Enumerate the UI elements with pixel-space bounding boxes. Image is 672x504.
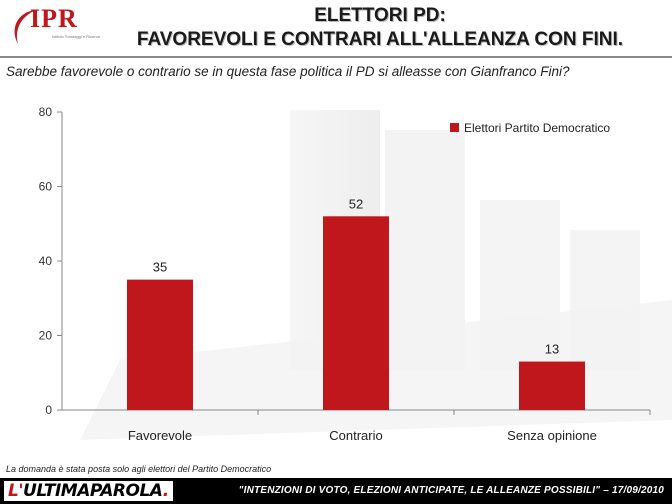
- brand-main: ULTIMAPAROLA: [23, 481, 163, 501]
- footer-caption: "INTENZIONI DI VOTO, ELEZIONI ANTICIPATE…: [238, 485, 664, 496]
- logo-subtext: Istituto Sondaggi e Ricerca: [52, 34, 100, 39]
- x-tick-label: Favorevole: [128, 428, 192, 443]
- legend-swatch: [450, 123, 459, 132]
- title-line-1: ELETTORI PD:: [314, 5, 446, 26]
- footnote: La domanda è stata posta solo agli elett…: [6, 464, 272, 474]
- y-tick-label: 40: [39, 254, 53, 268]
- x-tick-label: Senza opinione: [507, 428, 597, 443]
- brand-prefix: L': [8, 481, 24, 501]
- logo: [6, 4, 92, 50]
- data-label: 35: [153, 260, 167, 275]
- brand-suffix: .: [162, 481, 169, 501]
- data-label: 52: [349, 196, 363, 211]
- brand-logo: L'ULTIMAPAROLA.: [4, 481, 173, 501]
- logo-swoosh-icon: [14, 10, 36, 44]
- x-tick-label: Contrario: [329, 428, 382, 443]
- title-line-2: FAVOREVOLI E CONTRARI ALL'ALLEANZA CON F…: [136, 29, 624, 50]
- logo-text: IPR: [30, 4, 78, 33]
- title-divider: [0, 56, 672, 58]
- data-label: 13: [545, 342, 559, 357]
- y-tick-label: 60: [39, 180, 53, 194]
- bar: [519, 361, 585, 410]
- bar-chart: 0 20 40 60 80 35 Favorevole 52 Contrario 13 Senza …: [39, 105, 651, 443]
- bar: [127, 279, 193, 410]
- y-tick-label: 0: [45, 403, 52, 417]
- legend-label: Elettori Partito Democratico: [464, 121, 610, 135]
- bar: [323, 216, 389, 410]
- y-tick-label: 20: [39, 329, 53, 343]
- page-title: ELETTORI PD: FAVOREVOLI E CONTRARI ALL'A…: [100, 4, 660, 52]
- survey-question: Sarebbe favorevole o contrario se in que…: [6, 64, 570, 79]
- y-tick-label: 80: [39, 105, 53, 119]
